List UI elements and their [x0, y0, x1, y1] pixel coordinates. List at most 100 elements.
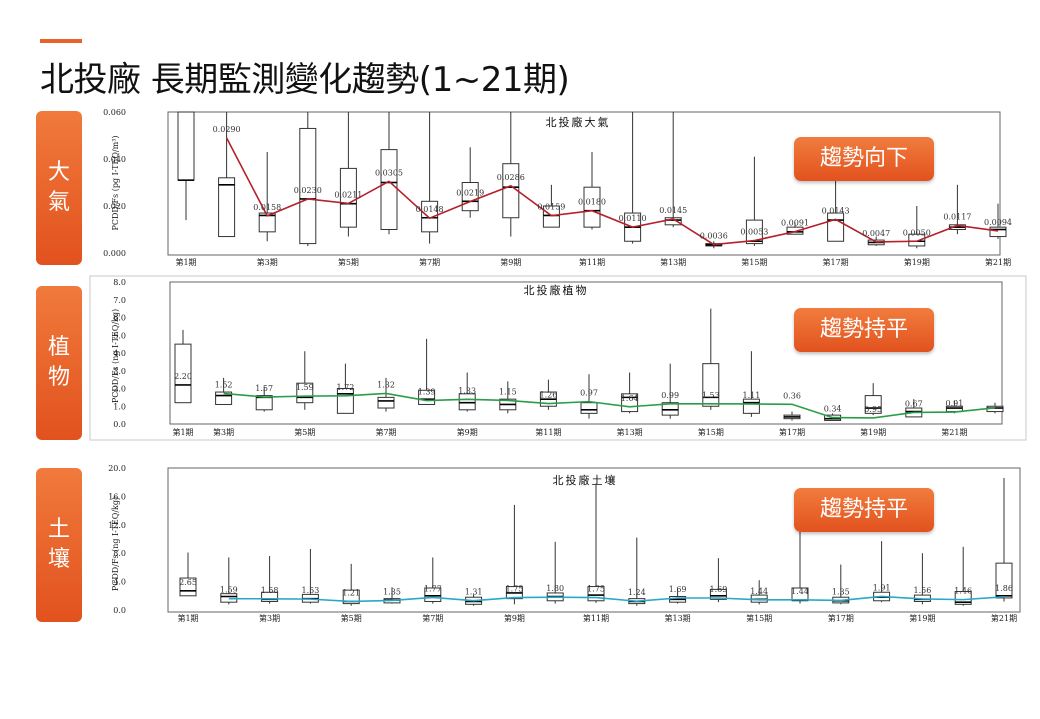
air-box — [218, 177, 236, 238]
plant-ytick-label: 6.0 — [113, 314, 126, 323]
air-box — [299, 127, 317, 245]
plant-mean-label: 0.34 — [824, 405, 842, 414]
soil-chart-frame — [167, 467, 1021, 613]
plant-mean-line — [223, 392, 996, 419]
plant-box — [661, 402, 679, 416]
soil-box — [342, 589, 360, 605]
plant-mean-label: 1.72 — [336, 383, 354, 392]
plant-box — [702, 363, 720, 407]
air-chart-frame — [167, 111, 1001, 256]
soil-xtick-label: 第1期 — [177, 613, 198, 623]
plant-ytick-label: 8.0 — [113, 278, 126, 287]
air-box — [786, 226, 804, 235]
plant-ytick-label: 3.0 — [113, 367, 126, 376]
air-mean-label: 0.0211 — [334, 190, 362, 199]
plant-xtick-label: 第5期 — [294, 427, 315, 437]
air-ytick-label: 0.020 — [103, 202, 126, 211]
plant-mean-label: 1.32 — [377, 380, 395, 389]
air-ytick-label: 0.060 — [103, 108, 126, 117]
plant-xtick-label: 第19期 — [860, 427, 886, 437]
air-box — [339, 167, 357, 228]
soil-mean-label: 1.69 — [709, 585, 727, 594]
air-mean-label: 0.0145 — [659, 206, 687, 215]
plant-xtick-label: 第13期 — [617, 427, 643, 437]
air-mean-line — [225, 137, 999, 246]
air-box — [827, 212, 845, 242]
plant-box — [336, 388, 354, 414]
soil-mean-label: 1.91 — [873, 583, 891, 592]
soil-mean-label: 1.44 — [791, 587, 809, 596]
soil-mean-label: 1.77 — [424, 584, 442, 593]
air-box — [989, 226, 1007, 238]
soil-mean-label: 1.53 — [301, 586, 319, 595]
plant-box — [864, 395, 882, 414]
soil-xtick-label: 第3期 — [259, 613, 280, 623]
soil-mean-line — [228, 595, 1005, 603]
soil-mean-label: 1.21 — [342, 588, 360, 597]
soil-mean-label: 1.80 — [546, 584, 564, 593]
plant-mean-label: 0.99 — [661, 391, 679, 400]
air-xtick-label: 第15期 — [741, 257, 767, 267]
plant-xtick-label: 第15期 — [698, 427, 724, 437]
air-y-axis-label: PCDD/Fs (pg I-TEQ/m³) — [111, 135, 120, 230]
plant-plot-area — [169, 281, 1003, 425]
air-xtick-label: 第9期 — [500, 257, 521, 267]
plant-mean-label: 1.26 — [539, 391, 557, 400]
air-xtick-label: 第17期 — [823, 257, 849, 267]
soil-mean-label: 1.75 — [505, 585, 523, 594]
trend-badge-plant: 趨勢持平 — [794, 308, 934, 352]
trend-badge-soil: 趨勢持平 — [794, 488, 934, 532]
soil-xtick-label: 第15期 — [746, 613, 772, 623]
air-mean-label: 0.0053 — [740, 228, 768, 237]
soil-xtick-label: 第5期 — [341, 613, 362, 623]
soil-mean-label: 1.31 — [465, 588, 483, 597]
soil-ytick-label: 12.0 — [108, 521, 126, 530]
soil-mean-label: 1.35 — [832, 587, 850, 596]
air-mean-label: 0.0180 — [578, 198, 606, 207]
plant-mean-label: 1.39 — [418, 388, 436, 397]
soil-box — [709, 588, 727, 600]
section-label-plant: 植物 — [36, 286, 82, 440]
soil-chart-title: 北投廠土壤 — [553, 473, 618, 487]
soil-mean-label: 1.35 — [383, 587, 401, 596]
soil-mean-label: 1.24 — [628, 588, 646, 597]
plant-xtick-label: 第17期 — [779, 427, 805, 437]
plant-mean-label: 2.20 — [174, 372, 192, 381]
plant-mean-label: 0.95 — [864, 405, 882, 414]
plant-xtick-label: 第1期 — [172, 427, 193, 437]
air-xtick-label: 第3期 — [257, 257, 278, 267]
plant-box — [458, 393, 476, 411]
plant-box — [742, 398, 760, 414]
soil-xtick-label: 第17期 — [828, 613, 854, 623]
section-label-soil: 土壤 — [36, 468, 82, 622]
air-mean-label: 0.0286 — [497, 173, 525, 182]
plant-mean-label: 1.11 — [742, 391, 760, 400]
air-box — [258, 212, 276, 233]
air-mean-label: 0.0148 — [416, 205, 444, 214]
air-mean-label: 0.0158 — [253, 203, 281, 212]
air-mean-label: 0.0230 — [294, 186, 322, 195]
air-xtick-label: 第13期 — [660, 257, 686, 267]
air-box — [583, 186, 601, 228]
air-mean-label: 0.0110 — [619, 214, 647, 223]
air-xtick-label: 第5期 — [338, 257, 359, 267]
title-accent-line — [40, 39, 82, 43]
soil-ytick-label: 4.0 — [113, 578, 126, 587]
air-mean-label: 0.0050 — [903, 228, 931, 237]
soil-ytick-label: 20.0 — [108, 464, 126, 473]
soil-mean-label: 2.65 — [179, 578, 197, 587]
plant-box — [255, 395, 273, 411]
air-mean-label: 0.0117 — [943, 213, 971, 222]
air-box — [908, 233, 926, 247]
plant-mean-label: 1.59 — [296, 383, 314, 392]
soil-mean-label: 1.44 — [750, 587, 768, 596]
air-mean-label: 0.0143 — [822, 206, 850, 215]
plant-mean-label: 0.97 — [580, 389, 598, 398]
air-mean-label: 0.0094 — [984, 218, 1012, 227]
soil-xtick-label: 第21期 — [991, 613, 1017, 623]
air-xtick-label: 第21期 — [985, 257, 1011, 267]
air-xtick-label: 第19期 — [904, 257, 930, 267]
air-chart-title: 北投廠大氣 — [546, 115, 611, 129]
soil-ytick-label: 16.0 — [108, 492, 126, 501]
